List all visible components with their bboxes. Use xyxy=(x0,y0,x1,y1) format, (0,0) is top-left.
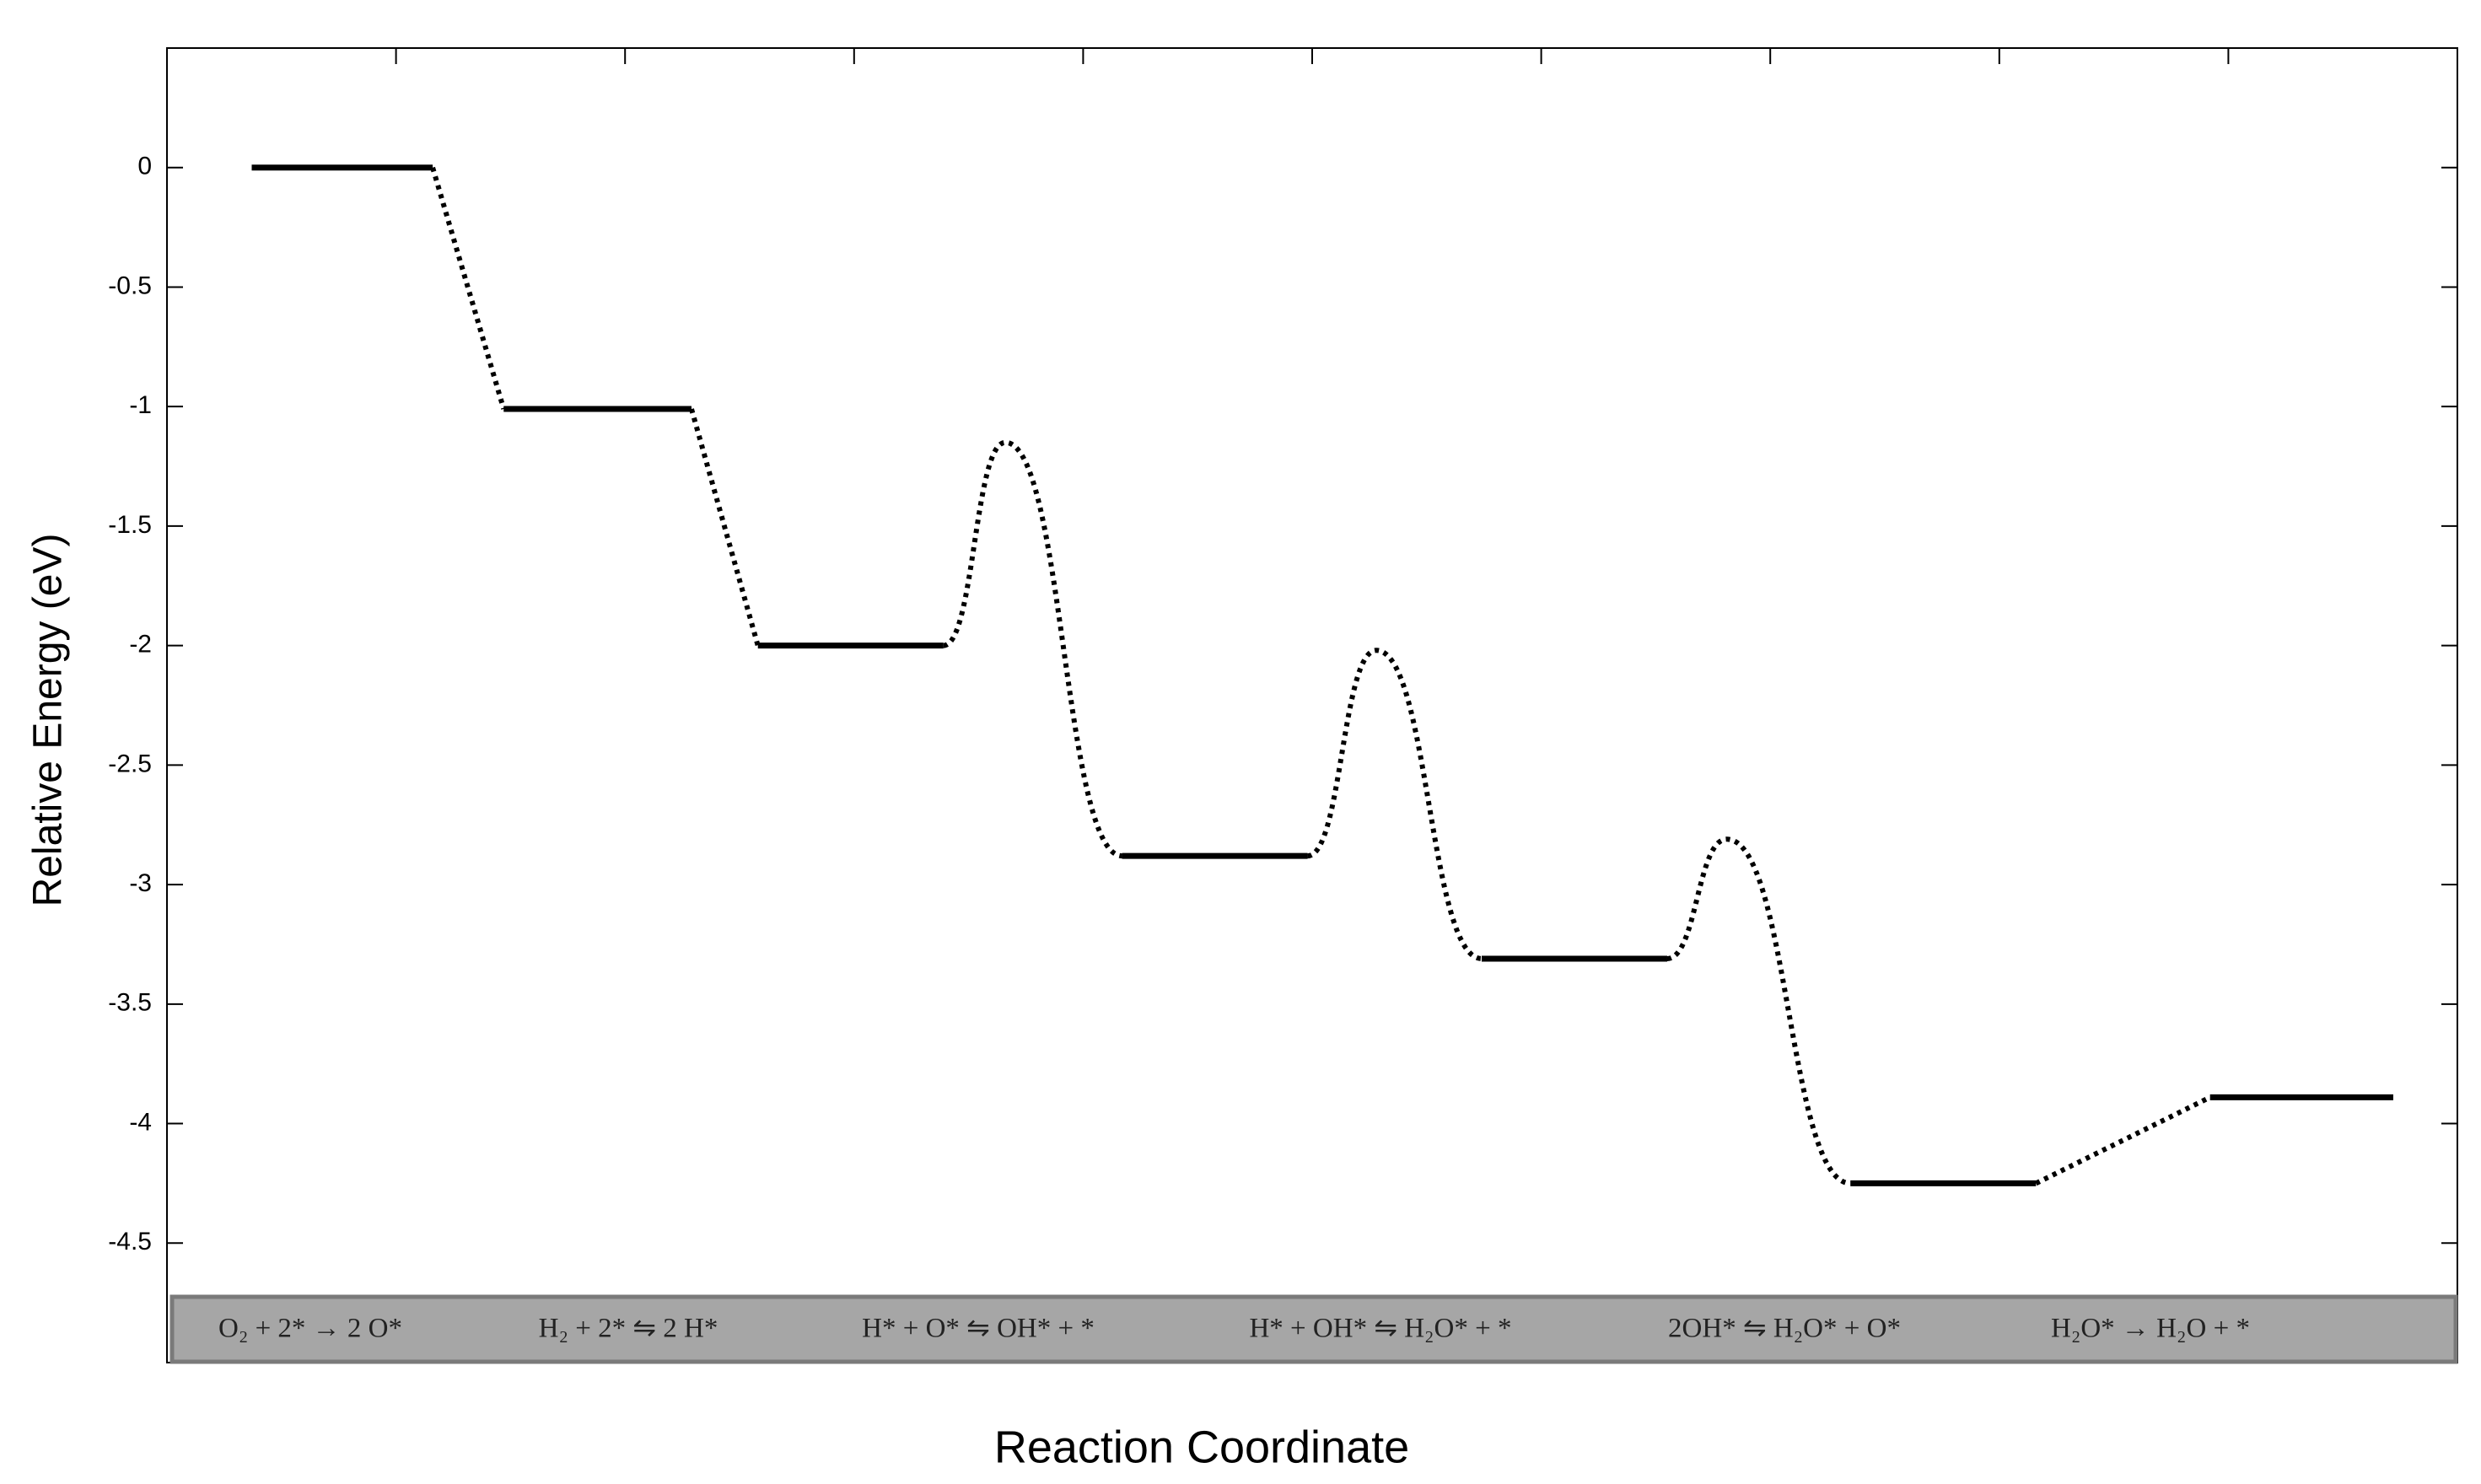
y-axis-label: Relative Energy (eV) xyxy=(26,534,71,907)
y-tick-label: -2.5 xyxy=(108,750,152,777)
step-label: H* + OH* ⇋ H₂O* + * xyxy=(1249,1314,1511,1344)
transition-state xyxy=(942,439,1123,859)
connector xyxy=(430,166,507,410)
step-label: H* + O* ⇋ OH* + * xyxy=(862,1314,1095,1344)
step-label: H₂ + 2* ⇋ 2 H* xyxy=(539,1314,718,1344)
y-tick-label: -3 xyxy=(129,869,152,897)
step-label: H₂O* → H₂O + * xyxy=(2051,1314,2250,1344)
y-tick-label: -4.5 xyxy=(108,1228,152,1255)
connector xyxy=(2034,1094,2212,1186)
y-tick-label: -0.5 xyxy=(108,272,152,299)
y-tick-label: -1.5 xyxy=(108,511,152,539)
step-label: 2OH* ⇋ H₂O* + O* xyxy=(1668,1314,1901,1344)
step-band xyxy=(170,1294,2458,1364)
y-tick-label: -3.5 xyxy=(108,989,152,1017)
step-label: O₂ + 2* → 2 O* xyxy=(218,1314,402,1344)
y-tick-label: -1 xyxy=(129,391,152,419)
y-tick-label: -4 xyxy=(129,1108,152,1136)
y-tick-label: 0 xyxy=(137,153,152,180)
transition-state xyxy=(1666,836,1851,1186)
plot-frame xyxy=(166,47,2458,1363)
y-tick-label: -2 xyxy=(129,631,152,659)
x-axis-label: Reaction Coordinate xyxy=(994,1422,1409,1472)
transition-state xyxy=(1306,648,1483,961)
connector xyxy=(689,408,761,647)
